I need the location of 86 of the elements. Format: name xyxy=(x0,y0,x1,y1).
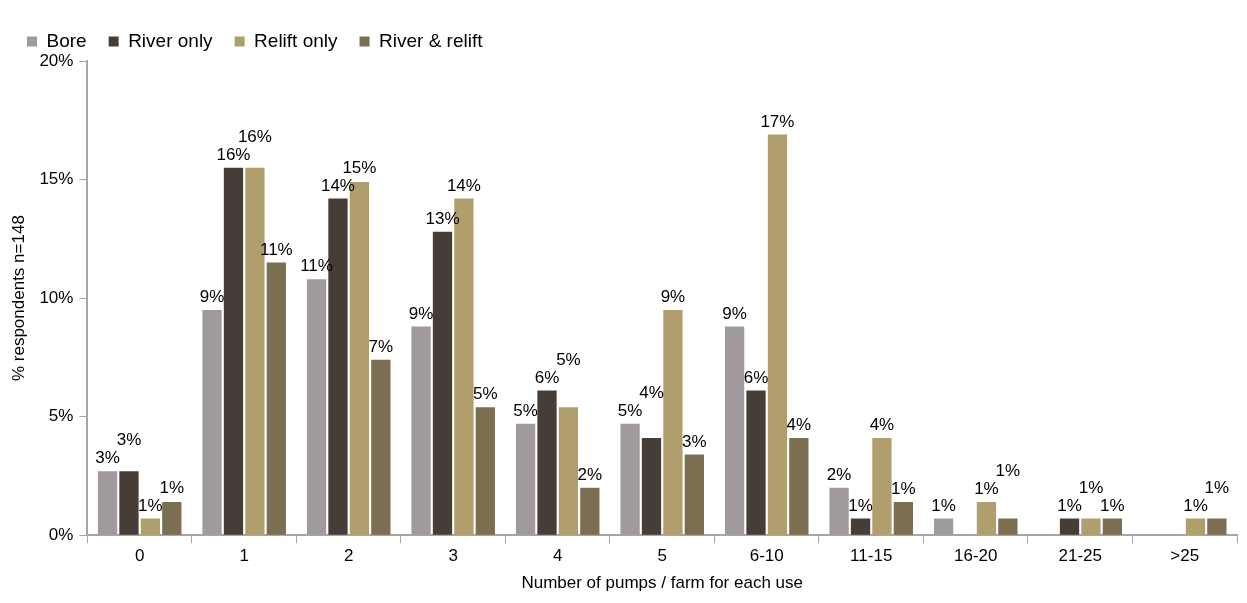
data-label: 1% xyxy=(1057,495,1082,515)
bar xyxy=(140,518,161,535)
bar xyxy=(976,502,997,535)
data-label: 1% xyxy=(1100,495,1125,515)
data-label: 16% xyxy=(216,144,251,164)
data-label: 9% xyxy=(722,303,747,323)
data-label: 1% xyxy=(1204,477,1230,497)
data-label: 9% xyxy=(199,287,225,307)
x-tick-label: 21-25 xyxy=(1058,546,1102,566)
x-tick-label: 0 xyxy=(134,546,145,566)
data-label: 1% xyxy=(848,495,873,515)
data-label: 1% xyxy=(1183,495,1208,515)
data-label: 5% xyxy=(617,400,643,420)
bar xyxy=(537,390,557,535)
bar xyxy=(641,437,662,535)
data-label: 3% xyxy=(116,430,142,450)
legend-label: River & relift xyxy=(379,29,484,51)
data-label: 3% xyxy=(682,431,707,451)
x-axis-title: Number of pumps / farm for each use xyxy=(521,573,803,593)
bar xyxy=(998,518,1018,535)
bar xyxy=(223,167,244,535)
data-label: 14% xyxy=(320,175,355,195)
data-label: 1% xyxy=(159,477,185,497)
data-label: 1% xyxy=(1078,477,1104,497)
data-label: 2% xyxy=(826,464,852,484)
bar xyxy=(1081,518,1101,535)
bar xyxy=(684,454,704,535)
bar xyxy=(1059,518,1080,535)
data-label: 4% xyxy=(869,415,895,435)
bar xyxy=(767,134,788,535)
data-label: 16% xyxy=(237,126,272,146)
x-tick-label: 5 xyxy=(657,546,667,566)
data-label: 1% xyxy=(891,479,916,499)
bar xyxy=(1207,518,1227,535)
bar xyxy=(663,309,683,535)
legend-label: Bore xyxy=(46,29,87,51)
bar xyxy=(432,231,453,535)
x-tick-label: 3 xyxy=(448,546,458,566)
data-label: 1% xyxy=(931,495,956,515)
x-tick-label: 1 xyxy=(239,546,249,566)
bar xyxy=(872,437,892,535)
data-label: 6% xyxy=(534,367,560,387)
data-label: 17% xyxy=(760,111,795,131)
bar xyxy=(119,471,139,535)
y-tick-label: 5% xyxy=(48,406,74,426)
data-label: 4% xyxy=(639,382,664,402)
data-label: 9% xyxy=(408,303,434,323)
bar xyxy=(475,407,495,535)
x-tick-label: 6-10 xyxy=(749,546,784,566)
data-label: 1% xyxy=(995,461,1021,481)
data-label: 5% xyxy=(473,384,498,404)
data-label: 1% xyxy=(138,495,163,515)
bar xyxy=(580,487,600,535)
bar xyxy=(558,407,579,535)
bar xyxy=(850,518,871,535)
data-label: 7% xyxy=(368,336,394,356)
data-label: 15% xyxy=(342,157,377,177)
data-label: 3% xyxy=(95,448,120,468)
bar xyxy=(746,390,766,535)
data-label: 6% xyxy=(743,367,769,387)
bar xyxy=(162,502,182,535)
bar xyxy=(1102,518,1123,535)
data-label: 4% xyxy=(786,415,812,435)
data-label: 1% xyxy=(974,479,999,499)
legend-label: River only xyxy=(128,29,214,51)
x-tick-label: 2 xyxy=(343,546,354,566)
x-tick-label: 11-15 xyxy=(850,546,893,566)
bar xyxy=(1185,518,1206,535)
x-tick-label: >25 xyxy=(1170,546,1200,566)
y-tick-label: 10% xyxy=(39,287,74,307)
data-label: 5% xyxy=(513,400,538,420)
legend-label: Relift only xyxy=(254,29,339,51)
bar xyxy=(789,437,809,535)
data-label: 5% xyxy=(556,349,581,369)
x-tick-label: 16-20 xyxy=(953,546,998,566)
bar xyxy=(266,262,286,535)
y-axis-title: % respondents n=148 xyxy=(8,215,28,382)
x-tick-label: 4 xyxy=(552,546,563,566)
y-tick-label: 0% xyxy=(48,524,74,544)
data-label: 2% xyxy=(577,464,603,484)
y-tick-label: 15% xyxy=(39,169,74,189)
y-tick-label: 20% xyxy=(39,50,74,70)
bar xyxy=(893,502,913,535)
bar xyxy=(371,359,391,535)
data-label: 14% xyxy=(446,175,481,195)
data-label: 9% xyxy=(660,287,686,307)
